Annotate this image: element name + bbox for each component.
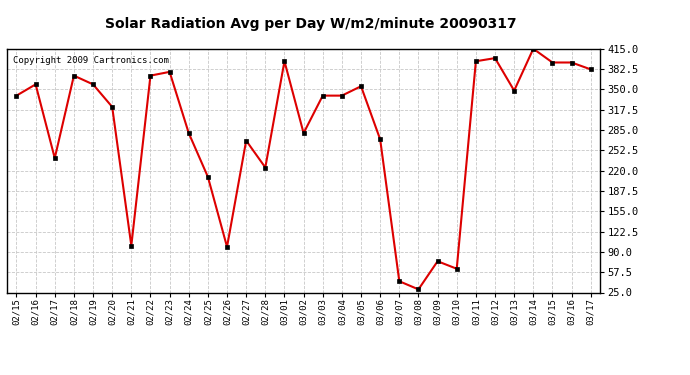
Text: Solar Radiation Avg per Day W/m2/minute 20090317: Solar Radiation Avg per Day W/m2/minute … [105,17,516,31]
Text: Copyright 2009 Cartronics.com: Copyright 2009 Cartronics.com [13,56,169,65]
